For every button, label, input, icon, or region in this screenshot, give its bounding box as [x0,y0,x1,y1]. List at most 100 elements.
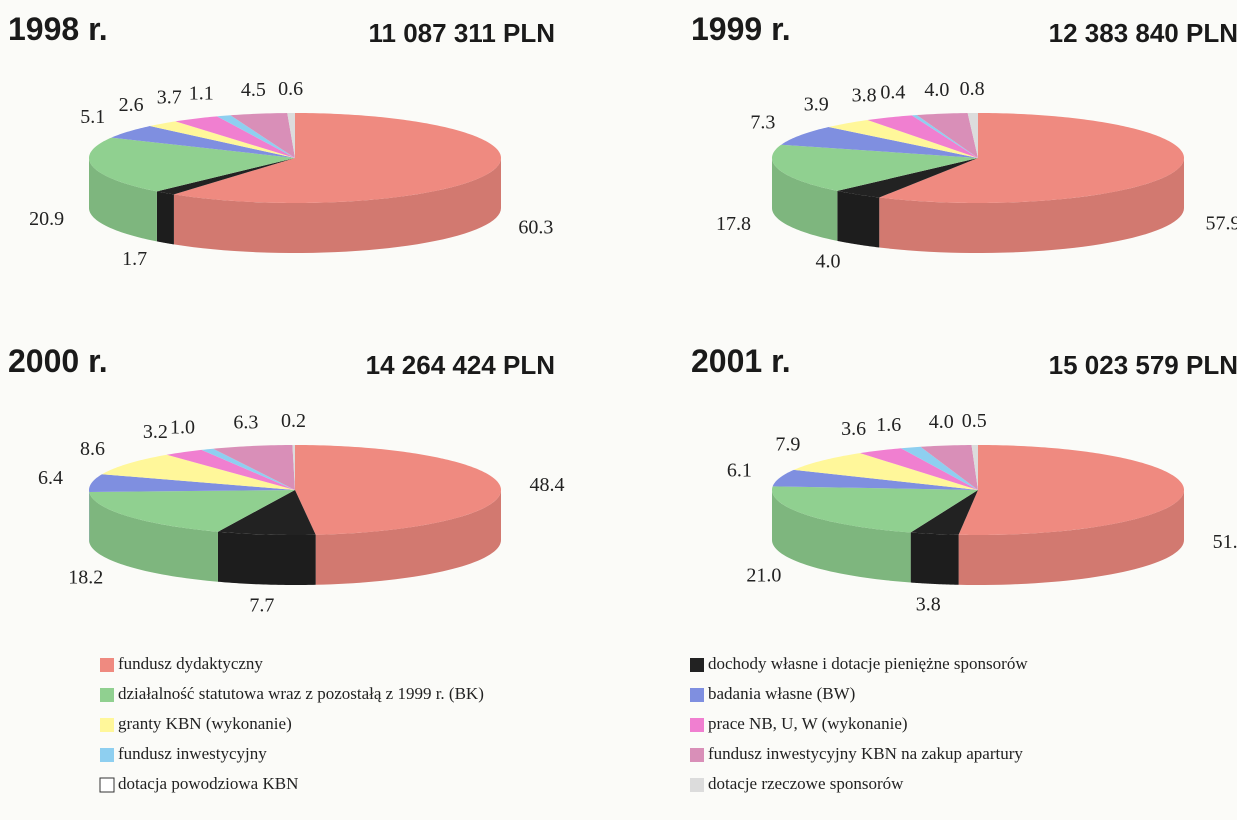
pie-slice [230,113,295,158]
legend-label: dotacja powodziowa KBN [118,774,298,793]
pie-side [89,158,157,242]
pie-side [315,490,501,585]
legend-swatch [690,748,704,762]
value-label: 4.0 [929,411,954,433]
value-label: 1.0 [170,417,195,439]
pie-slice [166,449,295,490]
pie-side-shade [173,158,501,253]
pie-slice [292,445,295,490]
pie-slice [102,454,295,490]
pie-slice [772,486,978,533]
value-label: 7.9 [775,433,800,455]
pie-slice [867,115,978,158]
pie-side [910,532,959,585]
pie-slice [149,121,295,158]
pie-slice [217,490,316,535]
pie-slice [156,158,295,195]
pie-side [772,158,838,241]
chart-subtitle: 12 383 840 PLN [1049,18,1237,48]
value-label: 5.1 [80,106,105,128]
value-label: 3.7 [157,86,182,108]
pie-side [879,158,1184,253]
legend-label: fundusz dydaktyczny [118,654,263,673]
chart-title: 2000 r. [8,343,108,379]
pie-slice [879,113,1184,203]
value-label: 0.2 [281,410,306,432]
value-label: 2.6 [119,94,144,116]
legend-label: granty KBN (wykonanie) [118,714,292,733]
value-label: 4.0 [815,250,840,272]
pie-side [217,531,316,585]
pie-side [958,490,1184,585]
pie-side-shade [837,190,880,248]
value-label: 20.9 [29,208,64,230]
value-label: 3.6 [841,418,866,440]
pie-slice [89,137,295,192]
legend-swatch [690,718,704,732]
pie-side-shade [879,158,1184,253]
value-label: 0.4 [880,81,905,103]
chart-subtitle: 11 087 311 PLN [369,18,555,48]
pie-slice [173,113,501,203]
pie-slice [920,445,978,490]
legend-swatch [690,658,704,672]
pie-side [173,158,501,253]
value-label: 48.4 [530,474,565,496]
pie-slice [910,490,978,535]
value-label: 6.4 [38,467,63,489]
value-label: 60.3 [518,216,553,238]
pie-slice [860,448,978,490]
pie-side [89,491,218,582]
pie-slice [217,115,295,158]
value-label: 0.6 [278,78,303,100]
pie-side [772,490,911,583]
value-label: 3.2 [143,421,168,443]
pie-side-shade [89,158,157,242]
pie-slice [213,445,295,490]
pie-slice [971,445,978,490]
chart-title: 2001 r. [691,343,791,379]
pie-slice [111,126,295,158]
legend-label: fundusz inwestycyjny KBN na zakup apartu… [708,744,1023,763]
value-label: 4.0 [924,79,949,101]
pie-slice [781,127,978,158]
pie-side-shade [315,490,501,585]
pie-side [156,191,174,245]
pie-side-shade [772,158,838,241]
legend-label: prace NB, U, W (wykonanie) [708,714,908,733]
value-label: 17.8 [716,213,751,235]
legend-swatch [100,748,114,762]
pie-slice [900,446,978,490]
pie-side-shade [217,531,316,585]
chart-subtitle: 15 023 579 PLN [1049,350,1237,380]
pie-side-shade [958,490,1184,585]
value-label: 8.6 [80,438,105,460]
chart-title: 1998 r. [8,11,108,47]
legend-swatch [690,688,704,702]
value-label: 1.1 [189,82,214,104]
value-label: 18.2 [68,567,103,589]
pie-slice [772,469,978,490]
value-label: 1.7 [122,248,147,270]
pie-slice [175,116,295,158]
legend-swatch [690,778,704,792]
value-label: 0.5 [962,410,987,432]
value-label: 3.8 [916,594,941,616]
legend-label: fundusz inwestycyjny [118,744,267,763]
legend-swatch [100,658,114,672]
value-label: 6.1 [727,459,752,481]
legend-swatch [100,688,114,702]
value-label: 4.5 [241,79,266,101]
chart-title: 1999 r. [691,11,791,47]
pie-side [837,190,880,248]
legend-swatch [100,718,114,732]
legend-label: dochody własne i dotacje pieniężne spons… [708,654,1028,673]
value-label: 57.9 [1206,212,1237,234]
legend-label: badania własne (BW) [708,684,855,703]
pie-slice [793,453,978,490]
value-label: 21.0 [746,564,781,586]
value-label: 3.9 [804,93,829,115]
pie-side-shade [910,532,959,585]
pie-slice [967,113,978,158]
